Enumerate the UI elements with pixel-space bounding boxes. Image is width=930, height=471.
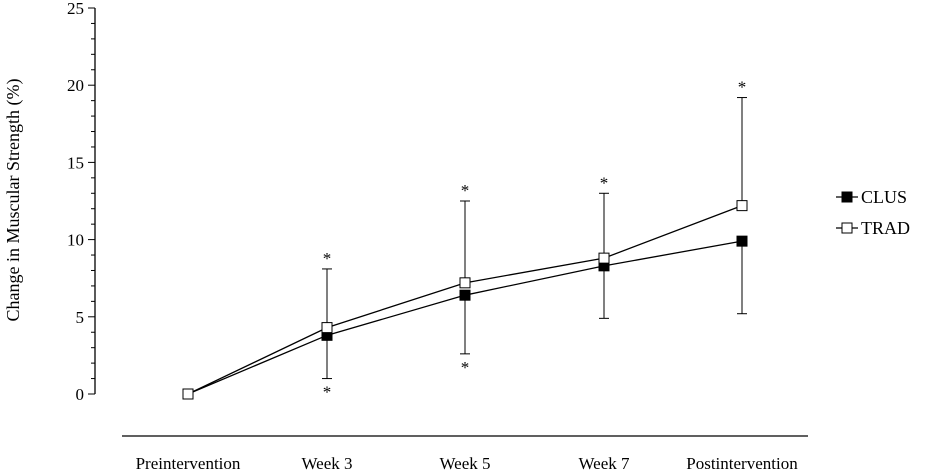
- trad-point: [459, 277, 471, 289]
- y-tick-label: 10: [67, 231, 84, 250]
- y-tick-label: 20: [67, 76, 84, 95]
- trad-point: [736, 200, 748, 212]
- clus-legend-marker: [841, 191, 853, 203]
- x-tick-label: Week 7: [578, 454, 630, 471]
- trad-legend-marker: [841, 222, 853, 234]
- y-tick-label: 5: [76, 308, 85, 327]
- clus-legend-label: CLUS: [861, 187, 907, 207]
- series-markers: [182, 200, 748, 400]
- trad-point: [182, 388, 194, 400]
- y-tick-label: 25: [67, 0, 84, 18]
- clus-significance-star: *: [461, 358, 470, 377]
- x-tick-label: Week 5: [439, 454, 490, 471]
- x-tick-label: Preintervention: [136, 454, 241, 471]
- x-axis: Preintervention Week 3 Week 5 Week 7 Postint…: [122, 435, 808, 471]
- legend: CLUS TRAD: [836, 187, 910, 238]
- y-axis: 0 5 10 15 20 25: [67, 0, 96, 404]
- x-tick-label: Postintervention: [686, 454, 798, 471]
- error-bars: [322, 97, 747, 380]
- trad-significance-star: *: [738, 78, 747, 97]
- trad-point: [598, 252, 610, 264]
- y-tick-label: 15: [67, 153, 84, 172]
- trad-legend-label: TRAD: [861, 218, 910, 238]
- y-tick-label: 0: [76, 385, 85, 404]
- y-axis-label: Change in Muscular Strength (%): [3, 79, 24, 322]
- x-tick-label: Week 3: [301, 454, 352, 471]
- clus-point: [459, 289, 471, 301]
- trad-significance-star: *: [461, 181, 470, 200]
- trad-significance-star: *: [323, 249, 332, 268]
- trad-significance-star: *: [600, 173, 609, 192]
- trad-point: [321, 322, 333, 334]
- clus-point: [736, 235, 748, 247]
- clus-significance-star: *: [323, 383, 332, 402]
- significance-markers: * * * * * *: [323, 78, 747, 402]
